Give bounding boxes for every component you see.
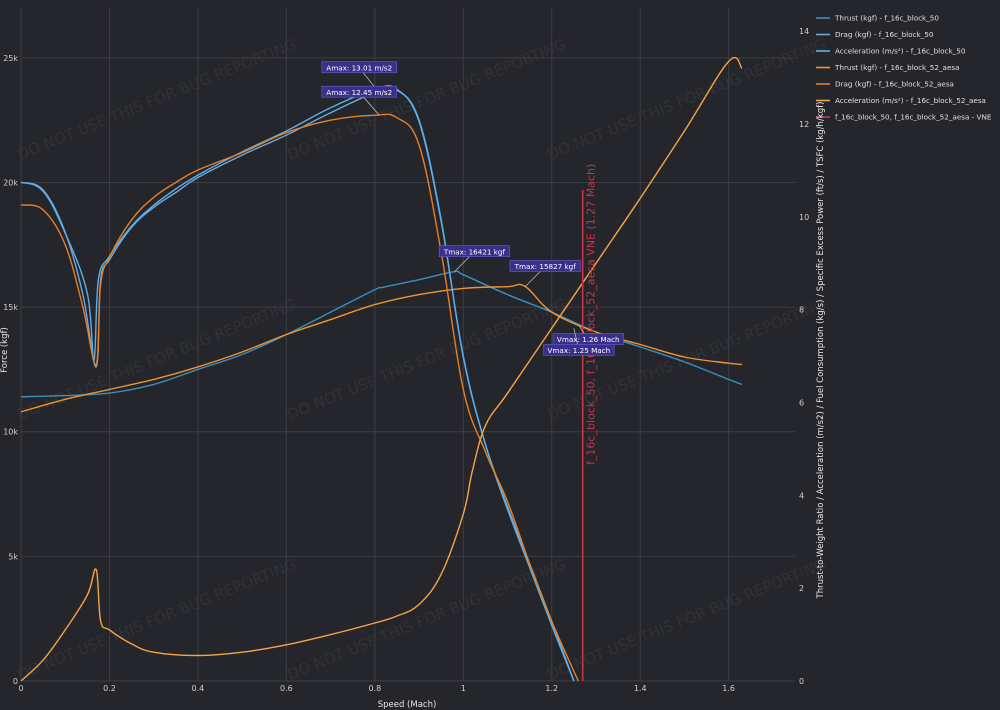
series-line-4	[20, 283, 742, 413]
x-tick-label: 0.6	[280, 684, 293, 693]
chart-annotations: Amax: 13.01 m/s2 Amax: 12.45 m/s2 Tmax: 16…	[321, 61, 624, 356]
vne-label: f_16c_block_50, f_16c_block_52_aesa VNE …	[585, 164, 598, 465]
legend-label: f_16c_block_50, f_16c_block_52_aesa - VN…	[835, 113, 992, 122]
y-tick-label: 10k	[3, 428, 18, 437]
watermark-text: DO NOT USE THIS FOR BUG REPORTING	[15, 35, 299, 164]
legend-item-6[interactable]: Acceleration (m/s²) - f_16c_block_52_aes…	[816, 96, 986, 105]
chart-series	[20, 56, 743, 682]
annotation-text: Vmax: 1.26 Mach	[557, 335, 620, 344]
watermark-text: DO NOT USE THIS FOR BUG REPORTING	[285, 555, 569, 684]
y-tick-label: 20k	[3, 178, 18, 187]
x-axis-label: Speed (Mach)	[378, 700, 437, 710]
legend-label: Thrust (kgf) - f_16c_block_52_aesa	[834, 63, 960, 72]
x-tick-label: 1.6	[722, 684, 735, 693]
annotation-text: Tmax: 15827 kgf	[514, 262, 577, 271]
legend-label: Thrust (kgf) - f_16c_block_50	[834, 14, 939, 23]
watermark-text: DO NOT USE THIS FOR BUG REPORTING	[15, 555, 299, 684]
legend-item-4[interactable]: Thrust (kgf) - f_16c_block_52_aesa	[816, 63, 960, 72]
annotation-4: Tmax: 15827 kgf	[509, 260, 581, 287]
axis-ticks: 0 0.2 0.4 0.6 0.8 1 1.2 1.4 1.6 0 5k 10k 15k 20k 25k 0 2…	[3, 27, 809, 693]
chart-legend[interactable]: Thrust (kgf) - f_16c_block_50 Drag (kgf) …	[816, 14, 992, 122]
annotation-text: Amax: 13.01 m/s2	[326, 63, 392, 72]
legend-label: Acceleration (m/s²) - f_16c_block_50	[835, 47, 966, 56]
series-line-1	[20, 270, 743, 398]
y2-tick-label: 2	[799, 584, 804, 593]
y-tick-label: 0	[13, 677, 18, 686]
y2-axis-label: Thrust-to-Weight Ratio / Acceleration (m…	[816, 102, 826, 600]
series-line-6	[20, 56, 743, 682]
annotation-text: Vmax: 1.25 Mach	[548, 346, 611, 355]
watermark-text: DO NOT USE THIS FOR BUG REPORTING	[545, 555, 829, 684]
annotation-3: Tmax: 16421 kgf	[438, 245, 510, 272]
legend-item-7[interactable]: f_16c_block_50, f_16c_block_52_aesa - VN…	[816, 113, 992, 122]
x-tick-label: 1.4	[634, 684, 647, 693]
y2-tick-label: 6	[799, 399, 804, 408]
y-axis-label: Force (kgf)	[0, 327, 10, 373]
y2-tick-label: 14	[799, 27, 809, 36]
x-tick-label: 0.8	[368, 684, 381, 693]
legend-label: Drag (kgf) - f_16c_block_50	[835, 30, 934, 39]
legend-item-5[interactable]: Drag (kgf) - f_16c_block_52_aesa	[816, 80, 954, 89]
annotation-text: Tmax: 16421 kgf	[443, 247, 506, 256]
y-tick-label: 25k	[3, 54, 18, 63]
vne-marker: f_16c_block_50, f_16c_block_52_aesa VNE …	[581, 164, 598, 681]
x-tick-label: 1.2	[545, 684, 558, 693]
y-tick-label: 5k	[8, 552, 18, 561]
annotation-6: Vmax: 1.25 Mach	[543, 328, 615, 356]
annotation-text: Amax: 12.45 m/s2	[326, 88, 392, 97]
watermark-text: DO NOT USE THIS FOR BUG REPORTING	[545, 35, 829, 164]
watermark-text: DO NOT USE THIS FOR BUG REPORTING	[15, 295, 299, 424]
legend-item-3[interactable]: Acceleration (m/s²) - f_16c_block_50	[816, 47, 966, 56]
legend-item-2[interactable]: Drag (kgf) - f_16c_block_50	[816, 30, 934, 39]
x-tick-label: 0.2	[103, 684, 116, 693]
series-line-5	[20, 113, 579, 682]
legend-label: Acceleration (m/s²) - f_16c_block_52_aes…	[835, 96, 986, 105]
x-tick-label: 1	[461, 684, 466, 693]
x-tick-label: 0	[18, 684, 23, 693]
y-tick-label: 15k	[3, 303, 18, 312]
y2-tick-label: 12	[799, 120, 809, 129]
annotation-2: Amax: 12.45 m/s2	[321, 85, 397, 116]
legend-label: Drag (kgf) - f_16c_block_52_aesa	[835, 80, 954, 89]
y2-tick-label: 0	[799, 677, 804, 686]
x-tick-label: 0.4	[192, 684, 205, 693]
y2-tick-label: 8	[799, 306, 804, 315]
y2-tick-label: 10	[799, 213, 809, 222]
legend-item-1[interactable]: Thrust (kgf) - f_16c_block_50	[816, 14, 939, 23]
y2-tick-label: 4	[799, 491, 804, 500]
